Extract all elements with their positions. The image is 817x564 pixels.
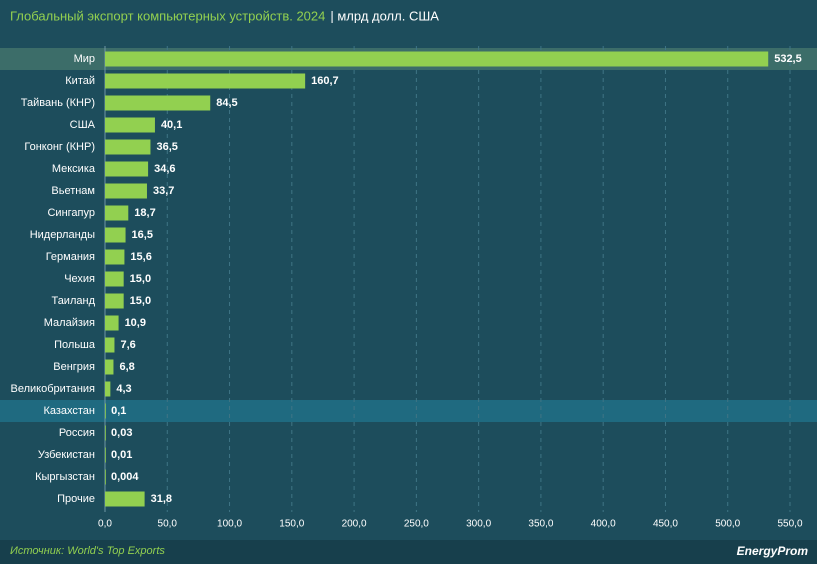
x-tick-label: 250,0 <box>404 519 429 530</box>
y-tick-label: Прочие <box>57 493 95 505</box>
y-tick-label: Россия <box>59 427 95 439</box>
y-tick-label: Кыргызстан <box>35 471 95 483</box>
logo: EnergyProm <box>737 544 809 558</box>
x-tick-label: 450,0 <box>653 519 678 530</box>
value-label: 15,6 <box>130 251 151 263</box>
value-label: 0,01 <box>111 449 132 461</box>
value-label: 160,7 <box>311 75 339 87</box>
value-label: 33,7 <box>153 185 174 197</box>
y-tick-label: Германия <box>46 251 95 263</box>
bar <box>105 227 126 243</box>
value-label: 40,1 <box>161 119 182 131</box>
x-tick-label: 200,0 <box>342 519 367 530</box>
bar <box>105 249 125 265</box>
y-tick-label: Вьетнам <box>51 185 95 197</box>
x-tick-label: 350,0 <box>528 519 553 530</box>
value-label: 10,9 <box>125 317 146 329</box>
bar <box>105 51 769 67</box>
y-tick-label: Таиланд <box>51 295 95 307</box>
bar <box>105 491 145 507</box>
bar <box>105 293 124 309</box>
value-label: 7,6 <box>120 339 135 351</box>
row-highlight <box>0 400 817 422</box>
value-label: 84,5 <box>216 97 237 109</box>
value-label: 16,5 <box>132 229 153 241</box>
x-tick-label: 100,0 <box>217 519 242 530</box>
bar <box>105 183 147 199</box>
y-tick-label: Мир <box>74 53 95 65</box>
bar <box>105 403 106 419</box>
bar <box>105 271 124 287</box>
y-tick-label: Гонконг (КНР) <box>24 141 95 153</box>
y-tick-label: Мексика <box>52 163 96 175</box>
value-label: 0,004 <box>111 471 139 483</box>
bar <box>105 447 106 463</box>
y-tick-label: Малайзия <box>44 317 95 329</box>
y-tick-label: Чехия <box>64 273 95 285</box>
y-tick-label: Китай <box>65 75 95 87</box>
y-tick-label: Узбекистан <box>38 449 95 461</box>
value-label: 18,7 <box>134 207 155 219</box>
value-label: 15,0 <box>130 295 151 307</box>
bar <box>105 139 151 155</box>
bar <box>105 315 119 331</box>
bar <box>105 73 306 89</box>
bar <box>105 205 129 221</box>
y-tick-label: Великобритания <box>11 383 96 395</box>
bar <box>105 337 115 353</box>
y-tick-label: Тайвань (КНР) <box>21 97 95 109</box>
value-label: 36,5 <box>156 141 177 153</box>
y-tick-label: Нидерланды <box>30 229 95 241</box>
value-label: 0,1 <box>111 405 126 417</box>
value-label: 6,8 <box>119 361 134 373</box>
chart-subtitle: | млрд долл. США <box>330 8 439 23</box>
value-label: 15,0 <box>130 273 151 285</box>
x-tick-label: 550,0 <box>777 519 802 530</box>
chart-title: Глобальный экспорт компьютерных устройст… <box>10 8 325 23</box>
footer <box>0 540 817 564</box>
bar <box>105 117 155 133</box>
bar <box>105 95 211 111</box>
y-tick-label: Казахстан <box>43 405 95 417</box>
x-tick-label: 300,0 <box>466 519 491 530</box>
y-tick-label: Сингапур <box>47 207 95 219</box>
value-label: 0,03 <box>111 427 132 439</box>
bar <box>105 359 114 375</box>
y-tick-label: США <box>70 119 96 131</box>
bar <box>105 381 111 397</box>
value-label: 31,8 <box>151 493 172 505</box>
bar <box>105 161 149 177</box>
y-tick-label: Польша <box>54 339 96 351</box>
x-tick-label: 150,0 <box>279 519 304 530</box>
value-label: 4,3 <box>116 383 131 395</box>
value-label: 34,6 <box>154 163 175 175</box>
source: Источник: World's Top Exports <box>10 545 165 557</box>
value-label: 532,5 <box>774 53 802 65</box>
x-tick-label: 50,0 <box>158 519 178 530</box>
bar <box>105 425 106 441</box>
x-tick-label: 0,0 <box>98 519 112 530</box>
x-tick-label: 400,0 <box>591 519 616 530</box>
x-tick-label: 500,0 <box>715 519 740 530</box>
bar <box>105 469 106 485</box>
y-tick-label: Венгрия <box>53 361 95 373</box>
